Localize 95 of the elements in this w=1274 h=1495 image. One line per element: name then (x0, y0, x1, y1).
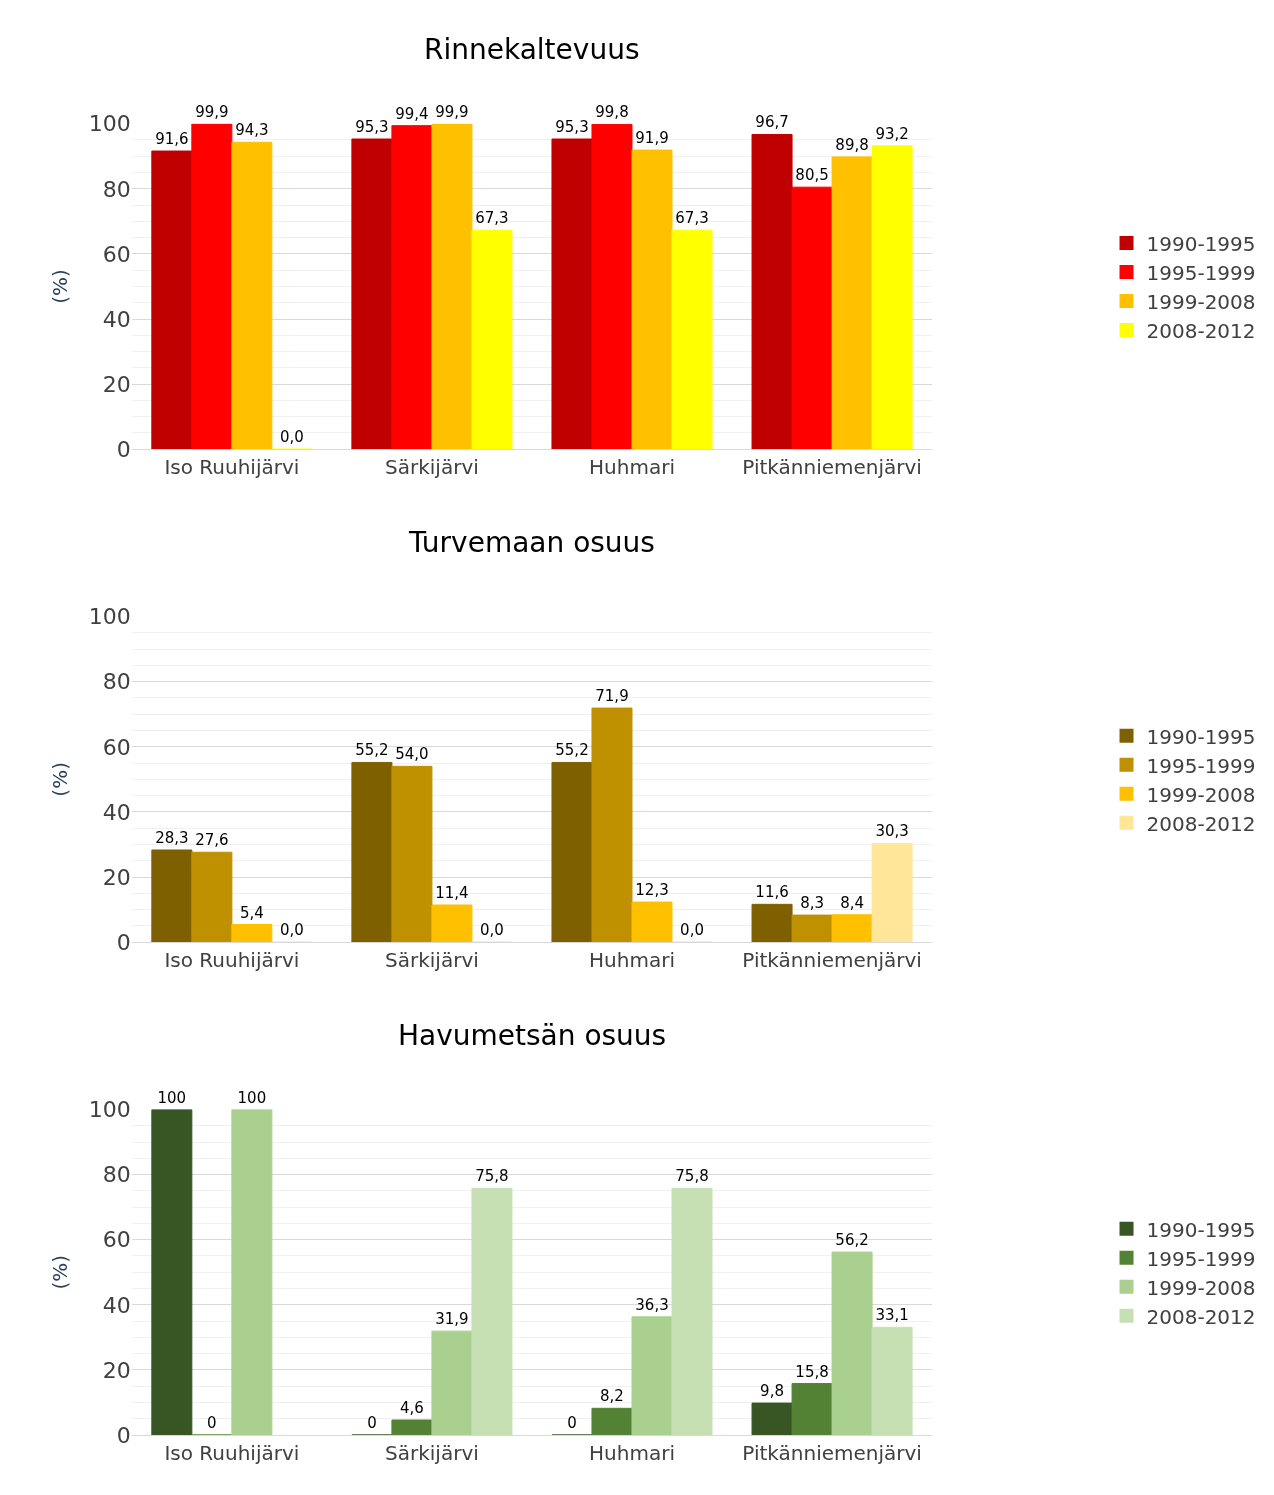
data-label: 91,9 (635, 129, 669, 148)
legend-label: 1990-1995 (1146, 1217, 1256, 1242)
data-label: 27,6 (195, 831, 229, 850)
data-label: 93,2 (875, 124, 909, 143)
y-tick-label: 0 (116, 1422, 131, 1448)
data-label: 96,7 (755, 113, 789, 132)
y-tick-label: 100 (88, 111, 131, 137)
legend-label: 1990-1995 (1146, 231, 1256, 256)
y-axis-title: (%) (48, 269, 73, 304)
data-label: 75,8 (475, 1167, 509, 1186)
data-label: 100 (157, 1088, 187, 1107)
data-label: 33,1 (875, 1306, 909, 1325)
data-label: 95,3 (355, 118, 389, 136)
data-label: 0 (367, 1414, 377, 1432)
data-label: 95,3 (555, 118, 589, 136)
legend-label: 1999-2008 (1146, 782, 1256, 807)
data-label: 8,2 (600, 1387, 624, 1406)
data-label: 67,3 (475, 209, 509, 228)
y-tick-label: 20 (102, 371, 131, 397)
y-axis-title: (%) (48, 762, 73, 797)
y-tick-label: 80 (102, 669, 131, 695)
y-axis-title: (%) (48, 1254, 73, 1290)
x-tick-label: Huhmari (589, 948, 675, 973)
x-tick-label: Iso Ruuhijärvi (164, 1441, 300, 1465)
chart-title: Turvemaan osuus (408, 526, 655, 559)
data-label: 80,5 (795, 166, 829, 185)
data-label: 71,9 (595, 687, 629, 706)
x-tick-label: Pitkänniemenjärvi (742, 1441, 922, 1465)
legend-label: 1999-2008 (1146, 1275, 1256, 1300)
data-label: 15,8 (795, 1362, 829, 1381)
x-tick-label: Pitkänniemenjärvi (742, 948, 922, 973)
data-label: 8,3 (800, 894, 824, 913)
legend-label: 1995-1999 (1146, 1246, 1256, 1271)
legend-label: 2008-2012 (1146, 1304, 1256, 1329)
y-tick-label: 80 (102, 1162, 131, 1188)
x-tick-label: Iso Ruuhijärvi (164, 948, 300, 973)
y-tick-label: 60 (102, 241, 131, 267)
y-tick-label: 60 (102, 1227, 131, 1253)
data-label: 8,4 (840, 893, 864, 912)
data-label: 67,3 (675, 209, 709, 228)
legend-label: 1995-1999 (1146, 753, 1256, 778)
x-tick-label: Huhmari (589, 455, 675, 480)
data-label: 0,0 (680, 921, 704, 940)
x-tick-label: Iso Ruuhijärvi (164, 455, 300, 480)
chart-title: Havumetsän osuus (398, 1019, 667, 1052)
chart-title: Rinnekaltevuus (424, 33, 640, 66)
x-tick-label: Särkijärvi (385, 948, 479, 973)
legend-label: 2008-2012 (1146, 811, 1256, 836)
y-tick-label: 40 (102, 1292, 131, 1318)
legend-label: 1990-1995 (1146, 724, 1256, 749)
data-label: 11,4 (435, 883, 469, 902)
data-label: 31,9 (435, 1310, 469, 1329)
y-tick-label: 0 (116, 929, 131, 955)
y-tick-label: 100 (88, 1097, 131, 1123)
data-label: 11,6 (755, 883, 789, 902)
data-label: 94,3 (235, 121, 269, 140)
data-label: 89,8 (835, 135, 869, 154)
x-tick-label: Särkijärvi (385, 1441, 479, 1465)
data-label: 4,6 (399, 1399, 424, 1418)
data-label: 12,3 (635, 881, 669, 900)
data-label: 99,9 (195, 103, 229, 122)
data-label: 55,2 (555, 741, 589, 760)
y-tick-label: 20 (102, 864, 131, 890)
data-label: 54,0 (395, 745, 429, 764)
data-label: 9,8 (760, 1382, 784, 1401)
data-label: 99,4 (395, 104, 429, 123)
x-tick-label: Pitkänniemenjärvi (742, 455, 922, 480)
y-tick-label: 60 (102, 734, 131, 760)
data-label: 0 (567, 1414, 577, 1432)
legend-label: 1995-1999 (1146, 260, 1256, 285)
y-tick-label: 20 (102, 1357, 131, 1383)
data-label: 0 (207, 1414, 217, 1432)
data-label: 99,9 (435, 103, 469, 122)
y-tick-label: 40 (102, 306, 131, 332)
data-label: 56,2 (835, 1231, 869, 1250)
x-tick-label: Särkijärvi (385, 455, 479, 480)
y-tick-label: 80 (102, 176, 131, 202)
y-tick-label: 0 (116, 436, 131, 462)
data-label: 28,3 (155, 828, 189, 847)
data-label: 75,8 (675, 1167, 709, 1186)
data-label: 36,3 (635, 1295, 669, 1314)
data-label: 0,0 (279, 428, 304, 447)
data-label: 5,4 (239, 903, 264, 922)
legend-label: 1999-2008 (1146, 289, 1256, 314)
x-tick-label: Huhmari (589, 1441, 675, 1465)
y-tick-label: 40 (102, 799, 131, 825)
data-label: 55,2 (355, 741, 389, 760)
data-label: 0,0 (480, 921, 504, 940)
data-label: 100 (237, 1088, 267, 1107)
data-label: 91,6 (155, 130, 189, 149)
legend-label: 2008-2012 (1146, 318, 1256, 343)
data-label: 0,0 (279, 921, 304, 940)
data-label: 99,8 (595, 103, 629, 122)
data-label: 30,3 (875, 822, 909, 841)
y-tick-label: 100 (88, 604, 131, 630)
